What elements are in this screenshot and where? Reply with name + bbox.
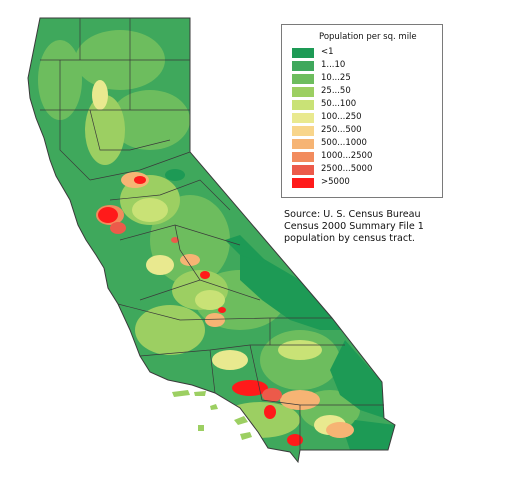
legend-swatch bbox=[292, 152, 314, 162]
legend-item: 2500...5000 bbox=[292, 164, 432, 176]
legend-item: 1...10 bbox=[292, 60, 432, 72]
map-legend: Population per sq. mile <1 1...10 10...2… bbox=[281, 24, 443, 198]
legend-item: >5000 bbox=[292, 177, 432, 189]
legend-item: 250...500 bbox=[292, 125, 432, 137]
legend-swatch bbox=[292, 48, 314, 58]
legend-swatch bbox=[292, 178, 314, 188]
legend-item: 50...100 bbox=[292, 99, 432, 111]
legend-label: <1 bbox=[321, 47, 334, 57]
legend-label: 100...250 bbox=[321, 112, 362, 122]
legend-title: Population per sq. mile bbox=[319, 32, 417, 42]
legend-label: 10...25 bbox=[321, 73, 351, 83]
legend-swatch bbox=[292, 100, 314, 110]
legend-swatch bbox=[292, 139, 314, 149]
legend-label: 2500...5000 bbox=[321, 164, 373, 174]
legend-swatch bbox=[292, 165, 314, 175]
legend-item: 1000...2500 bbox=[292, 151, 432, 163]
legend-label: 250...500 bbox=[321, 125, 362, 135]
legend-item: 500...1000 bbox=[292, 138, 432, 150]
legend-swatch bbox=[292, 61, 314, 71]
california-outline bbox=[27, 17, 396, 464]
county-boundaries bbox=[40, 18, 384, 450]
legend-item: 10...25 bbox=[292, 73, 432, 85]
channel-islands bbox=[172, 390, 252, 440]
source-line: Census 2000 Summary File 1 bbox=[284, 221, 424, 232]
legend-label: >5000 bbox=[321, 177, 350, 187]
source-line: Source: U. S. Census Bureau bbox=[284, 209, 421, 220]
source-line: population by census tract. bbox=[284, 233, 415, 244]
legend-swatch bbox=[292, 113, 314, 123]
source-note: Source: U. S. Census Bureau Census 2000 … bbox=[284, 209, 424, 245]
legend-swatch bbox=[292, 126, 314, 136]
legend-item: 25...50 bbox=[292, 86, 432, 98]
legend-label: 1000...2500 bbox=[321, 151, 373, 161]
legend-label: 500...1000 bbox=[321, 138, 367, 148]
legend-label: 50...100 bbox=[321, 99, 357, 109]
legend-item: <1 bbox=[292, 47, 432, 59]
legend-item: 100...250 bbox=[292, 112, 432, 124]
legend-label: 1...10 bbox=[321, 60, 346, 70]
legend-swatch bbox=[292, 74, 314, 84]
legend-swatch bbox=[292, 87, 314, 97]
legend-label: 25...50 bbox=[321, 86, 351, 96]
